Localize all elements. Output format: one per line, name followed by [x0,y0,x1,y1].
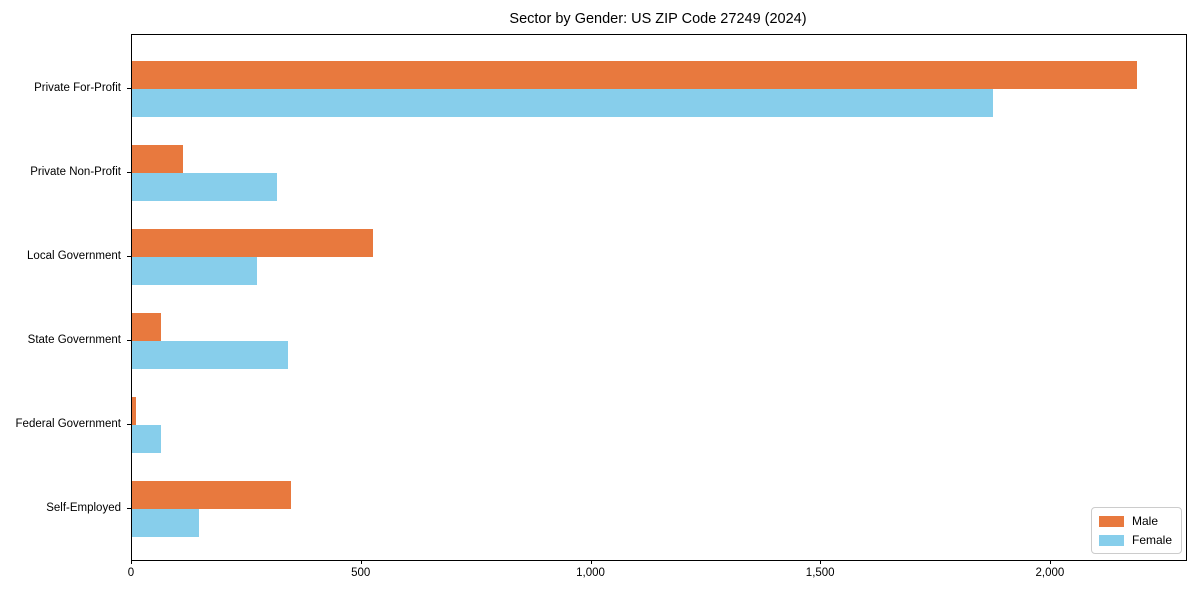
bar-male-federal-government [132,397,137,425]
chart-title: Sector by Gender: US ZIP Code 27249 (202… [509,11,807,27]
bar-male-state-government [132,313,161,341]
bar-female-private-for-profit [132,89,993,117]
bar-male-private-non-profit [132,145,183,173]
y-axis-tick [127,508,131,509]
bar-female-state-government [132,341,288,369]
bar-female-self-employed [132,509,200,537]
x-axis-tick-label: 1,000 [576,567,605,579]
x-axis-tick [590,560,592,564]
x-axis-tick-label: 0 [127,567,135,579]
bar-female-private-non-profit [132,173,278,201]
x-axis-tick [1049,560,1051,564]
y-axis-category-label: Self-Employed [46,502,121,514]
legend-entry-female: Female [1099,533,1172,547]
legend-label-female: Female [1132,533,1173,547]
y-axis-tick [127,424,131,425]
legend-swatch-male [1099,515,1124,527]
y-axis-category-label: Federal Government [15,418,121,430]
bar-female-federal-government [132,425,162,453]
y-axis-category-label: Local Government [27,250,121,262]
plot-area [131,34,1187,561]
x-axis-tick [360,560,362,564]
bar-male-local-government [132,229,374,257]
y-axis-category-label: State Government [27,334,121,346]
bar-female-local-government [132,257,257,285]
legend-entry-male: Male [1099,514,1172,528]
y-axis-tick [127,172,131,173]
x-axis-tick [131,560,132,564]
bar-male-private-for-profit [132,61,1137,89]
y-axis-tick [127,88,131,89]
x-axis-tick-label: 1,500 [805,567,835,579]
x-axis-tick-label: 500 [351,567,371,579]
y-axis-category-label: Private Non-Profit [30,166,121,178]
legend-label-male: Male [1132,514,1159,528]
x-axis-tick-label: 2,000 [1035,567,1065,579]
legend-swatch-female [1099,534,1124,546]
x-axis-tick [820,560,822,564]
bar-male-self-employed [132,481,291,509]
y-axis-category-label: Private For-Profit [34,82,121,94]
legend: Male Female [1091,507,1183,554]
y-axis-tick [127,256,131,257]
y-axis-tick [127,340,131,341]
